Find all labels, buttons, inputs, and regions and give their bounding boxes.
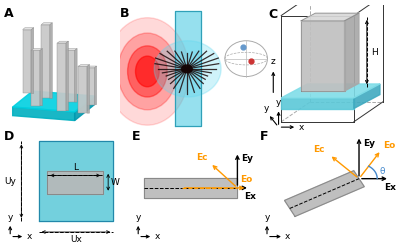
- Polygon shape: [301, 21, 344, 91]
- Polygon shape: [78, 64, 90, 66]
- Text: D: D: [4, 130, 14, 143]
- Polygon shape: [31, 50, 40, 106]
- Polygon shape: [144, 178, 237, 198]
- Text: F: F: [260, 130, 268, 143]
- Polygon shape: [87, 66, 97, 68]
- Polygon shape: [154, 41, 221, 97]
- Polygon shape: [281, 98, 354, 108]
- Text: Ex: Ex: [244, 192, 256, 201]
- Text: y: y: [264, 104, 269, 112]
- Polygon shape: [47, 171, 103, 194]
- Polygon shape: [87, 68, 94, 105]
- Polygon shape: [75, 96, 94, 121]
- Text: E: E: [132, 130, 140, 143]
- Polygon shape: [87, 64, 90, 113]
- Ellipse shape: [118, 33, 177, 110]
- Text: Ey: Ey: [363, 139, 375, 148]
- Text: Ey: Ey: [241, 154, 253, 163]
- Text: W: W: [111, 178, 120, 187]
- Polygon shape: [281, 84, 380, 98]
- Polygon shape: [78, 66, 87, 113]
- Text: y: y: [8, 213, 13, 222]
- Text: B: B: [120, 7, 130, 20]
- Polygon shape: [301, 13, 359, 21]
- Text: Uy: Uy: [4, 177, 16, 185]
- Polygon shape: [354, 84, 380, 108]
- Text: z: z: [271, 57, 276, 66]
- Polygon shape: [31, 48, 42, 50]
- Text: y: y: [276, 98, 281, 107]
- Ellipse shape: [182, 65, 192, 73]
- Polygon shape: [39, 141, 113, 221]
- Polygon shape: [50, 23, 52, 98]
- Polygon shape: [66, 41, 68, 111]
- Polygon shape: [57, 43, 66, 111]
- Polygon shape: [284, 171, 364, 216]
- Text: Ex: Ex: [384, 183, 396, 192]
- Text: Ec: Ec: [196, 153, 208, 162]
- Ellipse shape: [128, 46, 167, 97]
- Text: Ec: Ec: [314, 145, 325, 154]
- Text: C: C: [268, 8, 277, 21]
- Ellipse shape: [106, 18, 189, 125]
- Polygon shape: [175, 11, 200, 126]
- Text: θ: θ: [379, 167, 385, 176]
- Text: y: y: [136, 213, 141, 222]
- Polygon shape: [57, 41, 68, 43]
- Polygon shape: [13, 107, 75, 121]
- Polygon shape: [66, 48, 77, 50]
- Polygon shape: [344, 13, 359, 91]
- Text: x: x: [154, 232, 160, 241]
- Text: x: x: [298, 123, 304, 132]
- Polygon shape: [22, 30, 31, 93]
- Polygon shape: [40, 48, 42, 106]
- Polygon shape: [66, 50, 75, 102]
- Polygon shape: [41, 25, 50, 98]
- Polygon shape: [13, 91, 94, 112]
- Text: Eo: Eo: [240, 175, 252, 184]
- Text: Ux: Ux: [70, 235, 82, 245]
- Text: L: L: [73, 163, 78, 172]
- Text: A: A: [4, 7, 14, 20]
- Text: x: x: [285, 232, 290, 241]
- Text: y: y: [264, 213, 270, 222]
- Polygon shape: [41, 23, 52, 25]
- Polygon shape: [22, 28, 34, 30]
- Text: Eo: Eo: [383, 141, 395, 150]
- Polygon shape: [94, 66, 97, 105]
- Text: H: H: [371, 47, 378, 57]
- Polygon shape: [75, 48, 77, 102]
- Polygon shape: [31, 28, 34, 93]
- Text: x: x: [26, 232, 32, 241]
- Ellipse shape: [136, 56, 159, 87]
